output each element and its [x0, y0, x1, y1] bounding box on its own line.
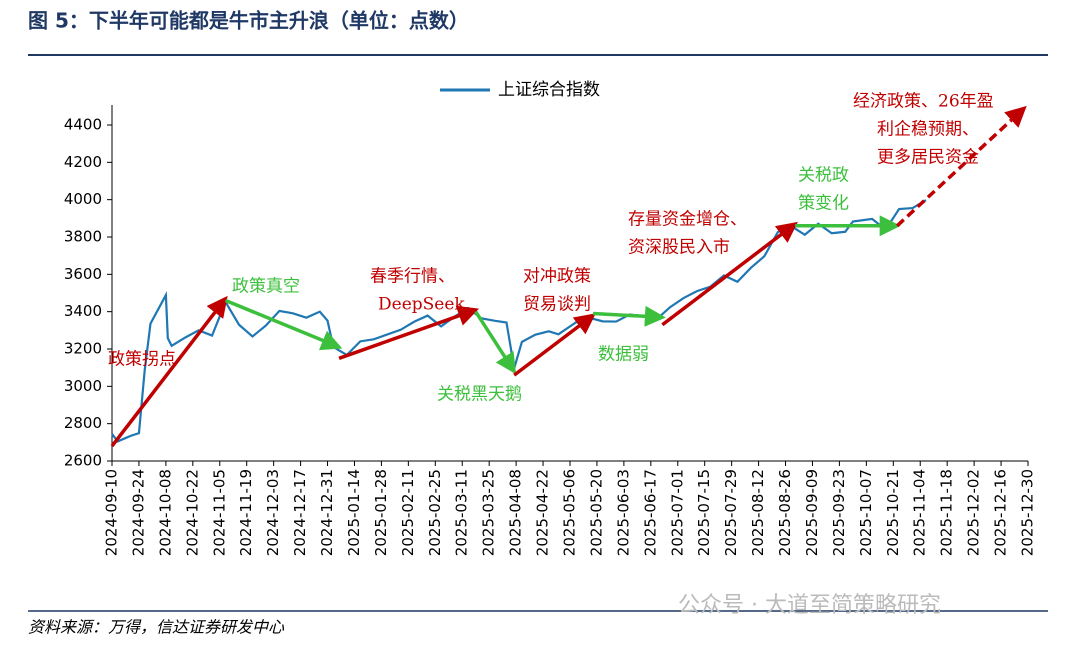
x-tick-label: 2025-10-21 — [884, 469, 902, 556]
annotation: 贸易谈判 — [523, 295, 591, 315]
x-tick-label: 2025-02-25 — [426, 469, 444, 556]
chart-title: 图 5：下半年可能都是牛市主升浪（单位：点数） — [28, 9, 469, 33]
x-tick-label: 2025-11-04 — [911, 469, 929, 556]
x-tick-label: 2024-12-03 — [264, 469, 282, 556]
annotation: 对冲政策 — [523, 267, 591, 287]
index-line — [111, 199, 927, 443]
x-tick-label: 2025-06-17 — [641, 469, 659, 556]
y-tick-label: 4000 — [64, 190, 102, 208]
watermark: 公众号 · 大道至简策略研究 — [678, 593, 941, 618]
x-tick-label: 2024-10-08 — [156, 469, 174, 556]
trend-arrow — [338, 305, 480, 360]
annotation: 策变化 — [798, 194, 849, 214]
annotation: DeepSeek — [378, 295, 465, 315]
y-tick-label: 4400 — [64, 116, 102, 134]
x-tick-label: 2025-03-25 — [480, 469, 498, 556]
annotation: 存量资金增仓、 — [628, 210, 747, 230]
trend-arrow — [661, 221, 798, 327]
annotation: 数据弱 — [598, 345, 649, 365]
trend-arrow — [224, 298, 343, 351]
x-tick-label: 2025-09-09 — [803, 469, 821, 556]
y-tick-label: 3400 — [64, 302, 102, 320]
x-tick-label: 2025-02-11 — [399, 469, 417, 556]
x-tick-label: 2025-10-07 — [857, 469, 875, 556]
y-tick-label: 2600 — [64, 452, 102, 470]
x-tick-label: 2025-12-02 — [965, 469, 983, 556]
x-tick-label: 2024-11-19 — [237, 469, 255, 556]
annotation: 关税政 — [798, 166, 849, 186]
x-tick-label: 2024-09-10 — [103, 469, 121, 556]
annotation: 春季行情、 — [370, 267, 455, 287]
x-tick-label: 2024-10-22 — [183, 469, 201, 556]
annotation: 经济政策、26年盈 — [853, 92, 994, 112]
y-tick-label: 4200 — [64, 153, 102, 171]
x-tick-label: 2025-07-29 — [722, 469, 740, 556]
x-tick-label: 2025-04-08 — [507, 469, 525, 556]
trend-arrow — [110, 295, 228, 448]
legend-label: 上证综合指数 — [498, 80, 600, 100]
x-tick-label: 2024-09-24 — [129, 469, 147, 556]
annotation: 利企稳预期、 — [877, 120, 979, 140]
x-tick-label: 2025-08-26 — [776, 469, 794, 556]
annotation: 政策拐点 — [108, 350, 176, 370]
source-note: 资料来源：万得，信达证券研发中心 — [28, 618, 285, 637]
x-tick-label: 2025-11-18 — [938, 469, 956, 556]
annotation: 关税黑天鹅 — [437, 385, 522, 405]
x-tick-label: 2025-09-23 — [830, 469, 848, 556]
trend-arrow — [474, 310, 517, 375]
x-tick-label: 2025-06-03 — [614, 469, 632, 556]
x-tick-label: 2024-11-05 — [210, 469, 228, 556]
y-tick-label: 3800 — [64, 228, 102, 246]
y-tick-label: 3200 — [64, 340, 102, 358]
x-tick-label: 2025-05-20 — [587, 469, 605, 556]
trend-arrow — [592, 305, 666, 327]
x-tick-label: 2025-05-06 — [561, 469, 579, 556]
x-tick-label: 2025-12-16 — [992, 469, 1010, 556]
x-tick-label: 2024-12-31 — [318, 469, 336, 556]
x-tick-label: 2025-07-15 — [695, 469, 713, 556]
annotation: 资深股民入市 — [628, 238, 730, 258]
x-tick-label: 2025-01-14 — [345, 469, 363, 556]
x-tick-label: 2025-07-01 — [668, 469, 686, 556]
x-tick-label: 2025-03-11 — [453, 469, 471, 556]
y-tick-label: 2800 — [64, 414, 102, 432]
annotation: 政策真空 — [232, 277, 300, 297]
trend-arrow — [513, 313, 596, 377]
trend-arrow — [895, 105, 1027, 228]
x-tick-label: 2024-12-17 — [291, 469, 309, 556]
x-tick-label: 2025-04-22 — [534, 469, 552, 556]
x-tick-label: 2025-08-12 — [749, 469, 767, 556]
x-tick-label: 2025-12-30 — [1019, 469, 1037, 556]
x-tick-label: 2025-01-28 — [372, 469, 390, 556]
y-tick-label: 3600 — [64, 265, 102, 283]
y-tick-label: 3000 — [64, 377, 102, 395]
annotation: 更多居民资金 — [877, 148, 979, 168]
